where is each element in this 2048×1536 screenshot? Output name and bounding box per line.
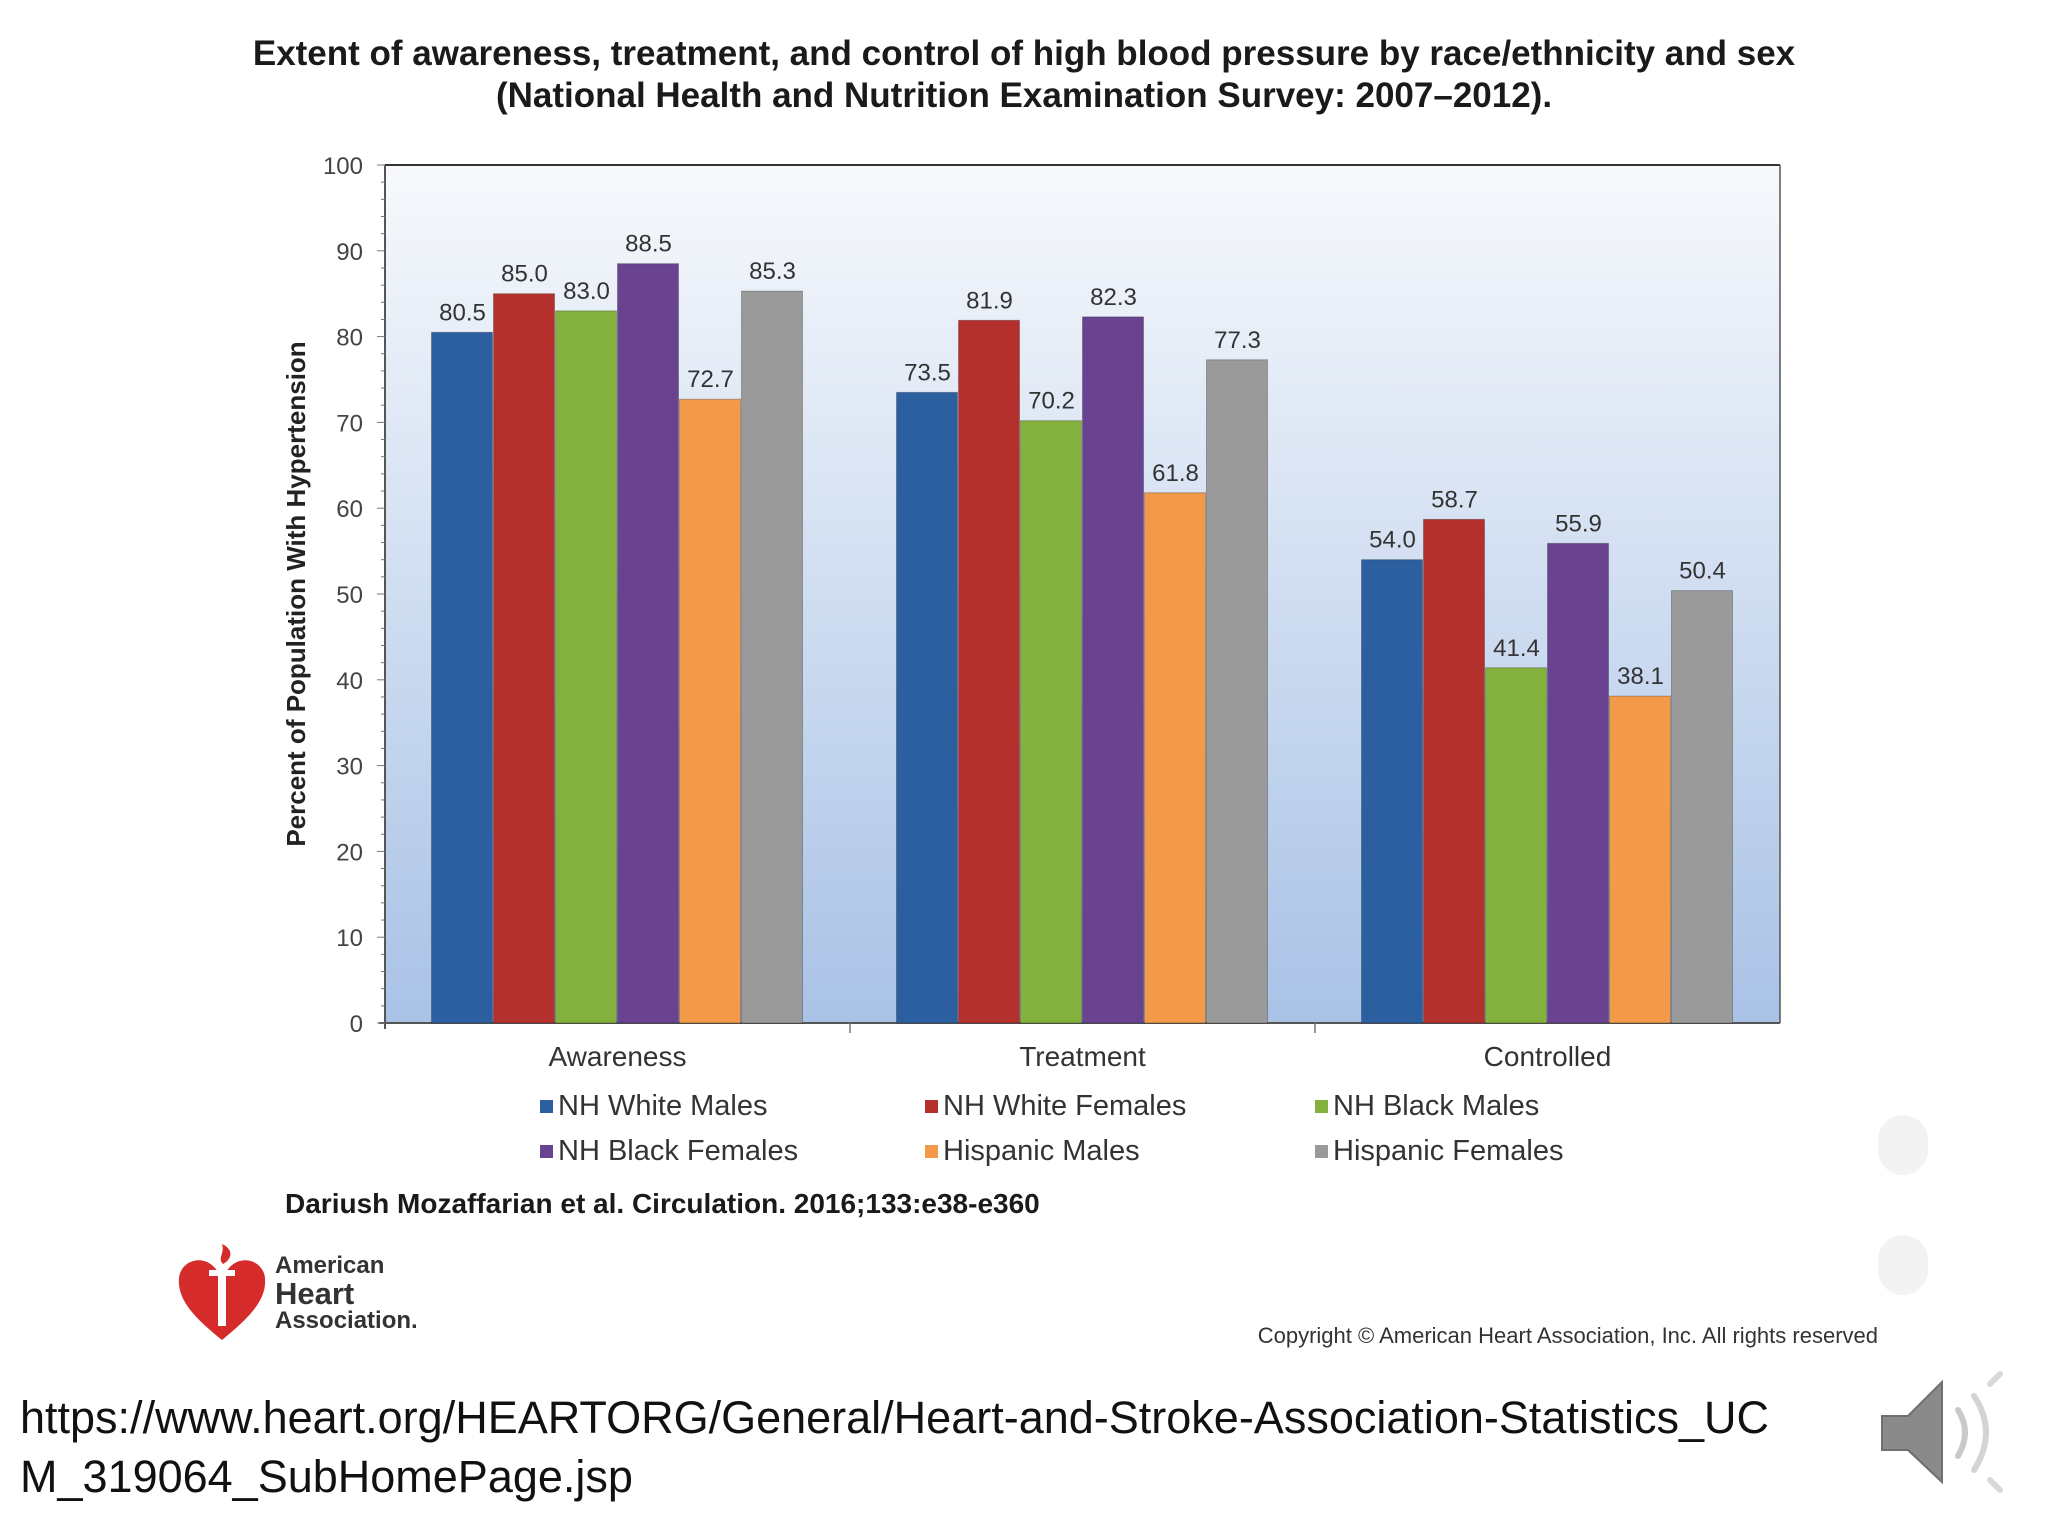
- bar-hispanic-females-treatment: [1206, 359, 1268, 1024]
- bar-value-label: 73.5: [904, 359, 951, 386]
- legend-swatch: [925, 1100, 938, 1113]
- y-tick-label: 100: [323, 153, 363, 180]
- x-category-label: Treatment: [1019, 1041, 1146, 1072]
- y-tick-label: 0: [350, 1011, 363, 1038]
- legend-swatch: [925, 1145, 938, 1158]
- legend-label: Hispanic Males: [943, 1135, 1140, 1167]
- legend-item: Hispanic Males: [925, 1135, 1315, 1168]
- bar-value-label: 77.3: [1214, 327, 1261, 354]
- legend-swatch: [1315, 1145, 1328, 1158]
- bar-nh-white-males-awareness: [431, 331, 493, 1024]
- source-url: https://www.heart.org/HEARTORG/General/H…: [20, 1392, 1769, 1503]
- bar-nh-black-females-controlled: [1547, 542, 1609, 1024]
- bar-value-label: 85.3: [749, 258, 796, 285]
- bar-hispanic-females-controlled: [1671, 590, 1733, 1024]
- bar-hispanic-males-controlled: [1609, 695, 1671, 1024]
- legend-label: NH White Males: [558, 1090, 768, 1122]
- y-tick-label: 70: [336, 410, 363, 437]
- aha-logo: American Heart Association.: [175, 1240, 445, 1350]
- legend-swatch: [1315, 1100, 1328, 1113]
- y-tick-label: 30: [336, 754, 363, 781]
- legend: NH White Males NH White Females NH Black M…: [540, 1090, 1840, 1168]
- bar-value-label: 55.9: [1555, 510, 1602, 537]
- bar-nh-black-males-awareness: [555, 310, 617, 1024]
- bar-value-label: 83.0: [563, 278, 610, 305]
- bar-value-label: 61.8: [1152, 460, 1199, 487]
- heart-torch-icon: [178, 1244, 266, 1340]
- aha-logo-text: American Heart Association.: [275, 1254, 418, 1333]
- bar-nh-white-males-treatment: [896, 391, 958, 1024]
- bar-value-label: 81.9: [966, 287, 1013, 314]
- bar-value-label: 80.5: [439, 299, 486, 326]
- bar-nh-white-females-treatment: [958, 319, 1020, 1024]
- bar-nh-white-males-controlled: [1361, 559, 1423, 1024]
- legend-item: NH Black Females: [540, 1135, 925, 1168]
- y-tick-label: 80: [336, 325, 363, 352]
- chart-title-line-2: (National Health and Nutrition Examinati…: [495, 76, 1553, 115]
- bar-nh-white-females-awareness: [493, 293, 555, 1024]
- bar-value-label: 58.7: [1431, 486, 1478, 513]
- legend-item: NH White Females: [925, 1090, 1315, 1123]
- bar-value-label: 82.3: [1090, 284, 1137, 311]
- bar-hispanic-males-treatment: [1144, 492, 1206, 1024]
- x-category-label: Awareness: [548, 1041, 686, 1072]
- bar-chart: 0 10 20 30 40 50 60 70 80 90 100 Percent of Populat…: [281, 153, 1781, 1072]
- bar-nh-black-males-treatment: [1020, 420, 1082, 1024]
- bar-value-label: 41.4: [1493, 635, 1540, 662]
- y-tick-label: 10: [336, 925, 363, 952]
- bar-value-label: 72.7: [687, 366, 734, 393]
- chart-title-line-1: Extent of awareness, treatment, and cont…: [252, 34, 1796, 73]
- y-axis-title: Percent of Population With Hypertension: [281, 341, 311, 846]
- y-tick-label: 50: [336, 582, 363, 609]
- bar-value-label: 70.2: [1028, 388, 1075, 415]
- bar-hispanic-females-awareness: [741, 290, 803, 1024]
- legend-label: NH Black Males: [1333, 1090, 1540, 1122]
- citation: Dariush Mozaffarian et al. Circulation. …: [285, 1188, 1040, 1219]
- legend-label: Hispanic Females: [1333, 1135, 1564, 1167]
- bar-nh-black-females-treatment: [1082, 316, 1144, 1024]
- legend-item: NH White Males: [540, 1090, 925, 1123]
- legend-swatch: [540, 1100, 553, 1113]
- legend-item: NH Black Males: [1315, 1090, 1715, 1123]
- bar-hispanic-males-awareness: [679, 398, 741, 1024]
- legend-label: NH White Females: [943, 1090, 1187, 1122]
- bar-value-label: 50.4: [1679, 558, 1726, 585]
- side-circle-decoration: [1878, 1235, 1928, 1295]
- speaker-icon[interactable]: [1878, 1370, 2018, 1495]
- y-tick-label: 60: [336, 496, 363, 523]
- y-tick-label: 90: [336, 239, 363, 266]
- bar-nh-white-females-controlled: [1423, 518, 1485, 1024]
- legend-label: NH Black Females: [558, 1135, 799, 1167]
- legend-swatch: [540, 1145, 553, 1158]
- bar-value-label: 88.5: [625, 231, 672, 258]
- y-tick-label: 40: [336, 668, 363, 695]
- copyright: Copyright © American Heart Association, …: [1257, 1323, 1878, 1348]
- logo-line-3: Association.: [275, 1307, 418, 1334]
- logo-line-1: American: [275, 1252, 385, 1279]
- x-category-label: Controlled: [1484, 1041, 1612, 1072]
- y-tick-label: 20: [336, 839, 363, 866]
- bar-value-label: 85.0: [501, 261, 548, 288]
- side-circle-decoration: [1878, 1115, 1928, 1175]
- bar-value-label: 54.0: [1369, 527, 1416, 554]
- legend-item: Hispanic Females: [1315, 1135, 1715, 1168]
- logo-line-2: Heart: [275, 1276, 355, 1311]
- bar-nh-black-males-controlled: [1485, 667, 1547, 1024]
- bar-nh-black-females-awareness: [617, 263, 679, 1024]
- bar-value-label: 38.1: [1617, 663, 1664, 690]
